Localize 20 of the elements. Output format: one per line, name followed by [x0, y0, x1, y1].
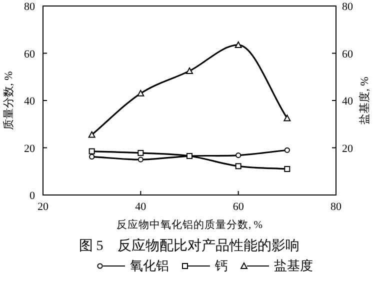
x-axis-title: 反应物中氧化铝的质量分数, % [116, 218, 263, 231]
text: 图 5 反应物配比对产品性能的影响 [78, 238, 300, 254]
y2-tick-label: 80 [342, 1, 354, 13]
x-tick-label: 20 [38, 201, 49, 213]
y-tick-label: 80 [24, 1, 36, 13]
y2-axis-title: 盐基度, % [358, 76, 371, 124]
x-tick-label: 80 [330, 201, 342, 213]
y2-tick-label: 20 [342, 142, 354, 155]
y-tick-label: 0 [30, 190, 36, 202]
x-tick-label: 40 [135, 201, 147, 213]
y-tick-label: 60 [24, 48, 36, 60]
y-tick-label: 20 [24, 142, 36, 155]
legend-label: 钙 [214, 258, 228, 273]
legend-label: 盐基度 [274, 258, 313, 273]
x-tick-label: 60 [232, 201, 244, 213]
y2-tick-label: 40 [342, 96, 354, 108]
y2-tick-label: 60 [342, 48, 354, 60]
y-axis-title: 质量分数, % [2, 71, 15, 130]
legend-label: 氧化铝 [130, 258, 169, 273]
y-tick-label: 40 [24, 96, 36, 108]
